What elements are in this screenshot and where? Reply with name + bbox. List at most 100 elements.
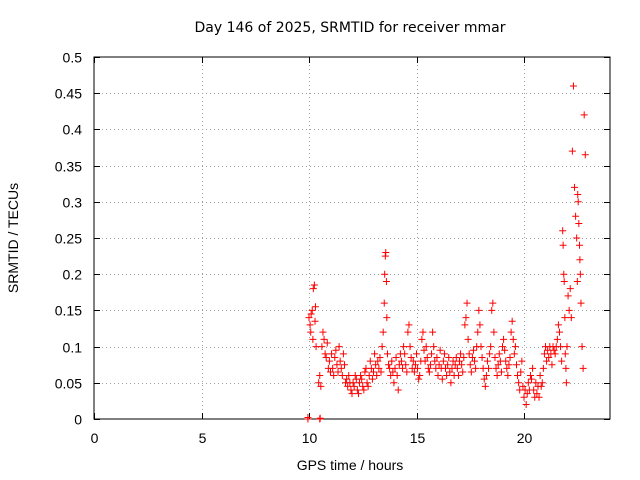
y-tick-labels: 0 0.05 0.1 0.15 0.2 0.25 0.3 0.35 0.4 0.45 0.5	[55, 50, 82, 428]
data-point	[425, 368, 433, 376]
data-point	[573, 277, 581, 285]
data-point	[537, 382, 545, 390]
data-point	[349, 379, 357, 387]
data-point	[487, 343, 495, 351]
data-point	[456, 357, 463, 365]
data-point	[528, 375, 536, 383]
data-point	[402, 361, 410, 369]
data-points	[304, 82, 589, 423]
data-point	[358, 375, 366, 383]
data-point	[400, 343, 408, 351]
data-point	[468, 353, 476, 361]
y-tick-label: 0.4	[63, 122, 83, 138]
data-point	[334, 368, 342, 376]
data-point	[580, 111, 588, 119]
data-point	[382, 277, 390, 285]
data-point	[423, 353, 431, 361]
data-point	[563, 343, 571, 351]
data-point	[574, 198, 582, 206]
data-point	[446, 368, 454, 376]
data-point	[333, 361, 341, 369]
data-point	[366, 357, 374, 365]
data-point	[522, 401, 530, 409]
data-point	[397, 357, 405, 365]
data-point	[435, 361, 443, 369]
data-point	[536, 372, 544, 380]
data-point	[508, 317, 516, 325]
data-point	[575, 220, 583, 228]
data-point	[325, 357, 333, 365]
data-point	[480, 375, 488, 383]
data-point	[338, 372, 346, 380]
data-point	[316, 414, 324, 422]
y-tick-label: 0.35	[55, 159, 82, 175]
data-point	[370, 368, 377, 376]
data-point	[360, 386, 368, 394]
data-point	[509, 335, 517, 343]
data-point	[477, 343, 485, 351]
data-point	[392, 353, 400, 361]
data-point	[332, 346, 340, 354]
data-point	[447, 379, 455, 387]
data-point	[375, 364, 383, 372]
y-tick-label: 0.25	[55, 231, 82, 247]
data-point	[401, 350, 409, 358]
data-point	[305, 314, 313, 322]
data-point	[572, 212, 580, 220]
data-point	[505, 361, 513, 369]
data-point	[445, 353, 453, 361]
data-point	[306, 321, 314, 329]
data-point	[388, 357, 396, 365]
data-point	[320, 335, 328, 343]
data-point	[571, 183, 579, 191]
data-point	[357, 372, 365, 380]
data-point	[367, 364, 375, 372]
data-point	[526, 372, 534, 380]
data-point	[454, 372, 462, 380]
data-point	[343, 375, 351, 383]
data-point	[383, 350, 391, 358]
data-point	[321, 350, 329, 358]
data-point	[381, 270, 389, 278]
data-point	[411, 361, 419, 369]
data-point	[543, 357, 551, 365]
data-point	[540, 350, 548, 358]
data-point	[506, 353, 514, 361]
data-point	[475, 306, 483, 314]
data-point	[403, 368, 411, 376]
data-point	[486, 350, 494, 358]
y-tick-label: 0.2	[63, 267, 83, 283]
data-point	[533, 390, 541, 398]
data-point	[493, 372, 501, 380]
data-point	[466, 361, 474, 369]
data-point	[551, 350, 559, 358]
x-tick-label: 15	[410, 430, 426, 446]
data-point	[555, 328, 563, 336]
data-point	[545, 353, 553, 361]
data-point	[464, 335, 472, 343]
data-point	[444, 361, 452, 369]
data-point	[520, 393, 528, 401]
data-point	[497, 368, 505, 376]
data-point	[307, 310, 315, 318]
data-point	[554, 321, 562, 329]
data-point	[317, 382, 325, 390]
data-point	[499, 343, 506, 351]
data-point	[323, 339, 331, 347]
data-point	[439, 357, 447, 365]
data-point	[339, 350, 347, 358]
data-point	[523, 390, 531, 398]
data-point	[451, 361, 459, 369]
data-point	[459, 368, 467, 376]
data-point	[405, 321, 413, 329]
data-point	[309, 335, 317, 343]
data-point	[420, 346, 428, 354]
y-tick-label: 0	[74, 412, 82, 428]
data-point	[414, 364, 422, 372]
data-point	[491, 353, 499, 361]
data-point	[560, 277, 568, 285]
data-point	[507, 328, 515, 336]
data-point	[431, 357, 439, 365]
data-point	[492, 364, 500, 372]
data-point	[465, 350, 473, 358]
